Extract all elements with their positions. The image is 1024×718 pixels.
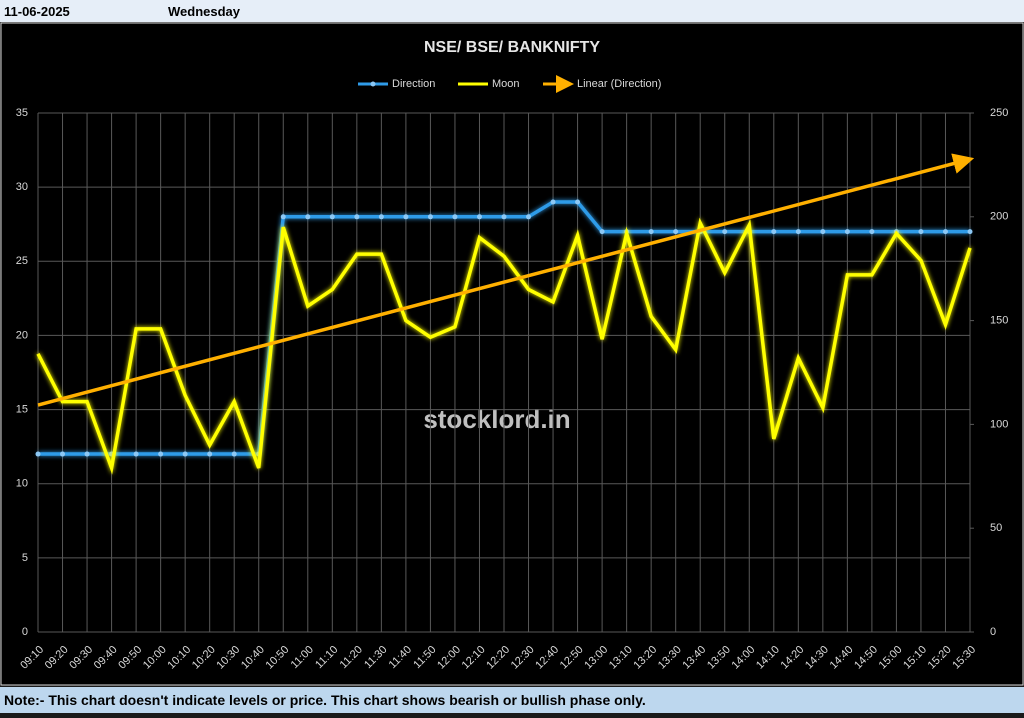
y2-tick-label: 0 [990, 626, 996, 638]
series-marker [35, 451, 41, 457]
series-marker [501, 214, 507, 220]
series-marker [427, 214, 433, 220]
trendline [37, 153, 975, 407]
legend-label: Linear (Direction) [577, 78, 661, 90]
series-marker [673, 229, 679, 235]
series-marker [452, 214, 458, 220]
y-tick-label: 0 [22, 626, 28, 638]
y2-tick-label: 50 [990, 522, 1002, 534]
y-tick-label: 20 [16, 329, 28, 341]
chart-area [0, 22, 1024, 686]
chart-title: NSE/ BSE/ BANKNIFTY [424, 39, 600, 56]
series-marker [575, 199, 581, 205]
day: Wednesday [168, 4, 241, 19]
series-marker [378, 214, 384, 220]
series-marker [722, 229, 728, 235]
series-marker [231, 451, 237, 457]
date: 11-06-2025 [4, 4, 70, 19]
series-marker [844, 229, 850, 235]
series-marker [820, 229, 826, 235]
chart: NSE/ BSE/ BANKNIFTY stocklord.in 0 5 10 15 2… [0, 22, 1024, 686]
y2-tick-label: 150 [990, 315, 1008, 327]
series-marker [526, 214, 532, 220]
y2-tick-label: 100 [990, 418, 1008, 430]
y-tick-label: 35 [16, 107, 28, 119]
series-marker [354, 214, 360, 220]
legend-marker [370, 81, 376, 87]
y-tick-label: 5 [22, 552, 28, 564]
footer-note: Note:- This chart doesn't indicate level… [0, 687, 1024, 713]
series-marker [158, 451, 164, 457]
y-tick-label: 25 [16, 255, 28, 267]
series-marker [967, 229, 973, 235]
y-tick-label: 10 [16, 478, 28, 490]
series-marker [648, 229, 654, 235]
series-marker [133, 451, 139, 457]
series-marker [305, 214, 311, 220]
series-marker [403, 214, 409, 220]
series-marker [550, 199, 556, 205]
series-marker [942, 229, 948, 235]
y-tick-label: 15 [16, 403, 28, 415]
y2-tick-label: 200 [990, 211, 1008, 223]
series-marker [918, 229, 924, 235]
y-tick-label: 30 [16, 181, 28, 193]
series-marker [60, 451, 66, 457]
series-marker [207, 451, 213, 457]
legend-label: Moon [492, 78, 520, 90]
legend-label: Direction [392, 78, 435, 90]
watermark: stocklord.in [423, 404, 570, 434]
series-line [36, 217, 972, 475]
series-marker [869, 229, 875, 235]
series-marker [771, 229, 777, 235]
series-marker [476, 214, 482, 220]
y2-tick-label: 250 [990, 107, 1008, 119]
series-marker [280, 214, 286, 220]
series-marker [329, 214, 335, 220]
series-marker [599, 229, 605, 235]
series-marker [84, 451, 90, 457]
header: 11-06-2025 Wednesday [0, 0, 1024, 22]
series-marker [182, 451, 188, 457]
series-marker [795, 229, 801, 235]
